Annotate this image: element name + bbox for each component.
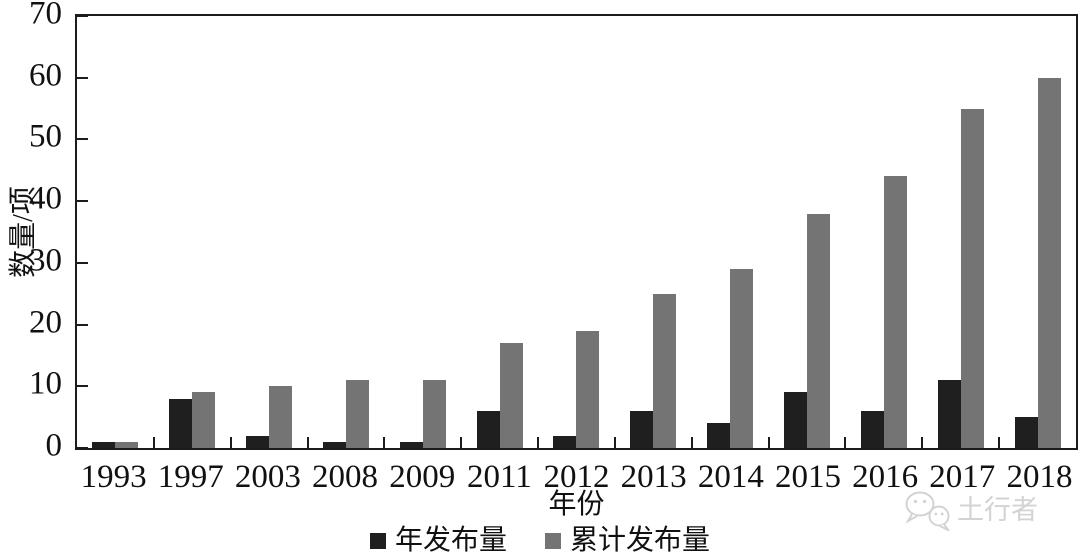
legend-swatch-cumulative (545, 533, 561, 549)
y-tick-label-70: 70 (29, 0, 62, 32)
y-tick-label-20: 20 (29, 304, 62, 341)
bar-annual-2013 (630, 410, 654, 448)
x-tick-label-2016: 2016 (852, 459, 919, 495)
bar-cumulative-2009 (422, 380, 446, 448)
bar-annual-2016 (860, 410, 884, 448)
x-tick-mark (383, 437, 386, 448)
y-tick-label-0: 0 (45, 427, 63, 464)
x-tick-label-2011: 2011 (466, 459, 532, 495)
bar-group-2018 (999, 16, 1076, 448)
x-tick-label-2015: 2015 (774, 459, 841, 495)
bar-cumulative-2012 (576, 330, 600, 448)
y-tick-mark (77, 76, 88, 79)
bar-group-2003 (231, 16, 308, 448)
bar-cumulative-2016 (883, 176, 907, 448)
legend-label-annual: 年发布量 (394, 525, 507, 556)
bar-cumulative-2017 (960, 108, 984, 448)
bar-group-1993 (77, 16, 154, 448)
y-tick-mark (77, 323, 88, 326)
bar-annual-1997 (169, 398, 193, 448)
x-tick-mark (690, 437, 693, 448)
bar-group-2017 (922, 16, 999, 448)
bar-group-2015 (769, 16, 846, 448)
bar-cumulative-2014 (730, 269, 754, 448)
legend: 年发布量 累计发布量 (0, 527, 1080, 555)
y-tick-mark (77, 138, 88, 141)
x-tick-mark (998, 437, 1001, 448)
bar-cumulative-1997 (192, 392, 216, 448)
bar-cumulative-2013 (653, 293, 677, 448)
y-tick-mark (77, 385, 88, 388)
bar-group-2008 (308, 16, 385, 448)
y-tick-label-30: 30 (29, 242, 62, 279)
x-tick-mark (229, 437, 232, 448)
y-tick-label-50: 50 (29, 118, 62, 155)
bar-cumulative-2018 (1037, 77, 1061, 448)
x-tick-mark (921, 437, 924, 448)
watermark: 土行者 (903, 489, 1038, 531)
legend-item-cumulative: 累计发布量 (545, 527, 710, 555)
bar-groups (77, 16, 1076, 448)
x-axis-tick-labels: 1993 1997 2003 2008 2009 2011 2012 2013 2014 2015… (75, 461, 1078, 494)
plot-area (75, 14, 1078, 450)
bar-cumulative-2011 (499, 343, 523, 448)
bar-group-2016 (845, 16, 922, 448)
x-tick-mark (306, 437, 309, 448)
y-tick-mark (77, 200, 88, 203)
wechat-icon (905, 491, 950, 531)
legend-item-annual: 年发布量 (369, 525, 507, 556)
y-axis-tick-labels: 0 10 20 30 40 50 60 70 (0, 0, 62, 462)
x-tick-label-2012: 2012 (543, 459, 610, 495)
bar-cumulative-2008 (345, 380, 369, 448)
x-tick-label-1997: 1997 (157, 459, 224, 495)
bar-annual-2014 (707, 423, 731, 448)
bar-cumulative-1993 (115, 441, 139, 448)
y-tick-mark (77, 261, 88, 264)
bar-annual-2009 (399, 441, 423, 448)
x-tick-mark (460, 437, 463, 448)
x-tick-label-2003: 2003 (234, 459, 301, 495)
x-tick-mark (844, 437, 847, 448)
legend-swatch-annual (369, 533, 386, 549)
bar-group-1997 (154, 16, 231, 448)
x-tick-label-2017: 2017 (929, 459, 996, 495)
bar-annual-1993 (92, 441, 116, 448)
bar-annual-2003 (246, 435, 270, 448)
bar-annual-2015 (784, 392, 808, 448)
x-tick-label-2018: 2018 (1006, 459, 1073, 495)
y-tick-label-60: 60 (29, 57, 62, 94)
bar-annual-2012 (553, 435, 577, 448)
bar-annual-2018 (1014, 417, 1038, 448)
x-tick-mark (152, 437, 155, 448)
bar-group-2014 (692, 16, 769, 448)
x-tick-mark (613, 437, 616, 448)
bar-cumulative-2015 (807, 213, 831, 448)
watermark-text: 土行者 (957, 494, 1038, 525)
x-tick-label-2008: 2008 (312, 459, 379, 495)
bar-group-2012 (538, 16, 615, 448)
x-axis-title: 年份 (548, 489, 605, 520)
x-tick-mark (537, 437, 540, 448)
bar-annual-2011 (476, 410, 500, 448)
legend-label-cumulative: 累计发布量 (570, 525, 711, 556)
bar-group-2009 (384, 16, 461, 448)
x-tick-label-2009: 2009 (389, 459, 456, 495)
y-tick-mark (77, 447, 88, 449)
bar-group-2013 (615, 16, 692, 448)
bar-group-2011 (461, 16, 538, 448)
bar-cumulative-2003 (269, 386, 293, 448)
bar-annual-2008 (322, 441, 346, 448)
x-tick-label-2014: 2014 (697, 459, 764, 495)
y-tick-mark (77, 15, 88, 17)
bar-annual-2017 (937, 380, 961, 448)
x-tick-label-2013: 2013 (620, 459, 687, 495)
x-tick-label-1993: 1993 (80, 459, 147, 495)
y-tick-label-40: 40 (29, 180, 62, 217)
y-tick-label-10: 10 (29, 365, 62, 402)
x-tick-mark (767, 437, 770, 448)
